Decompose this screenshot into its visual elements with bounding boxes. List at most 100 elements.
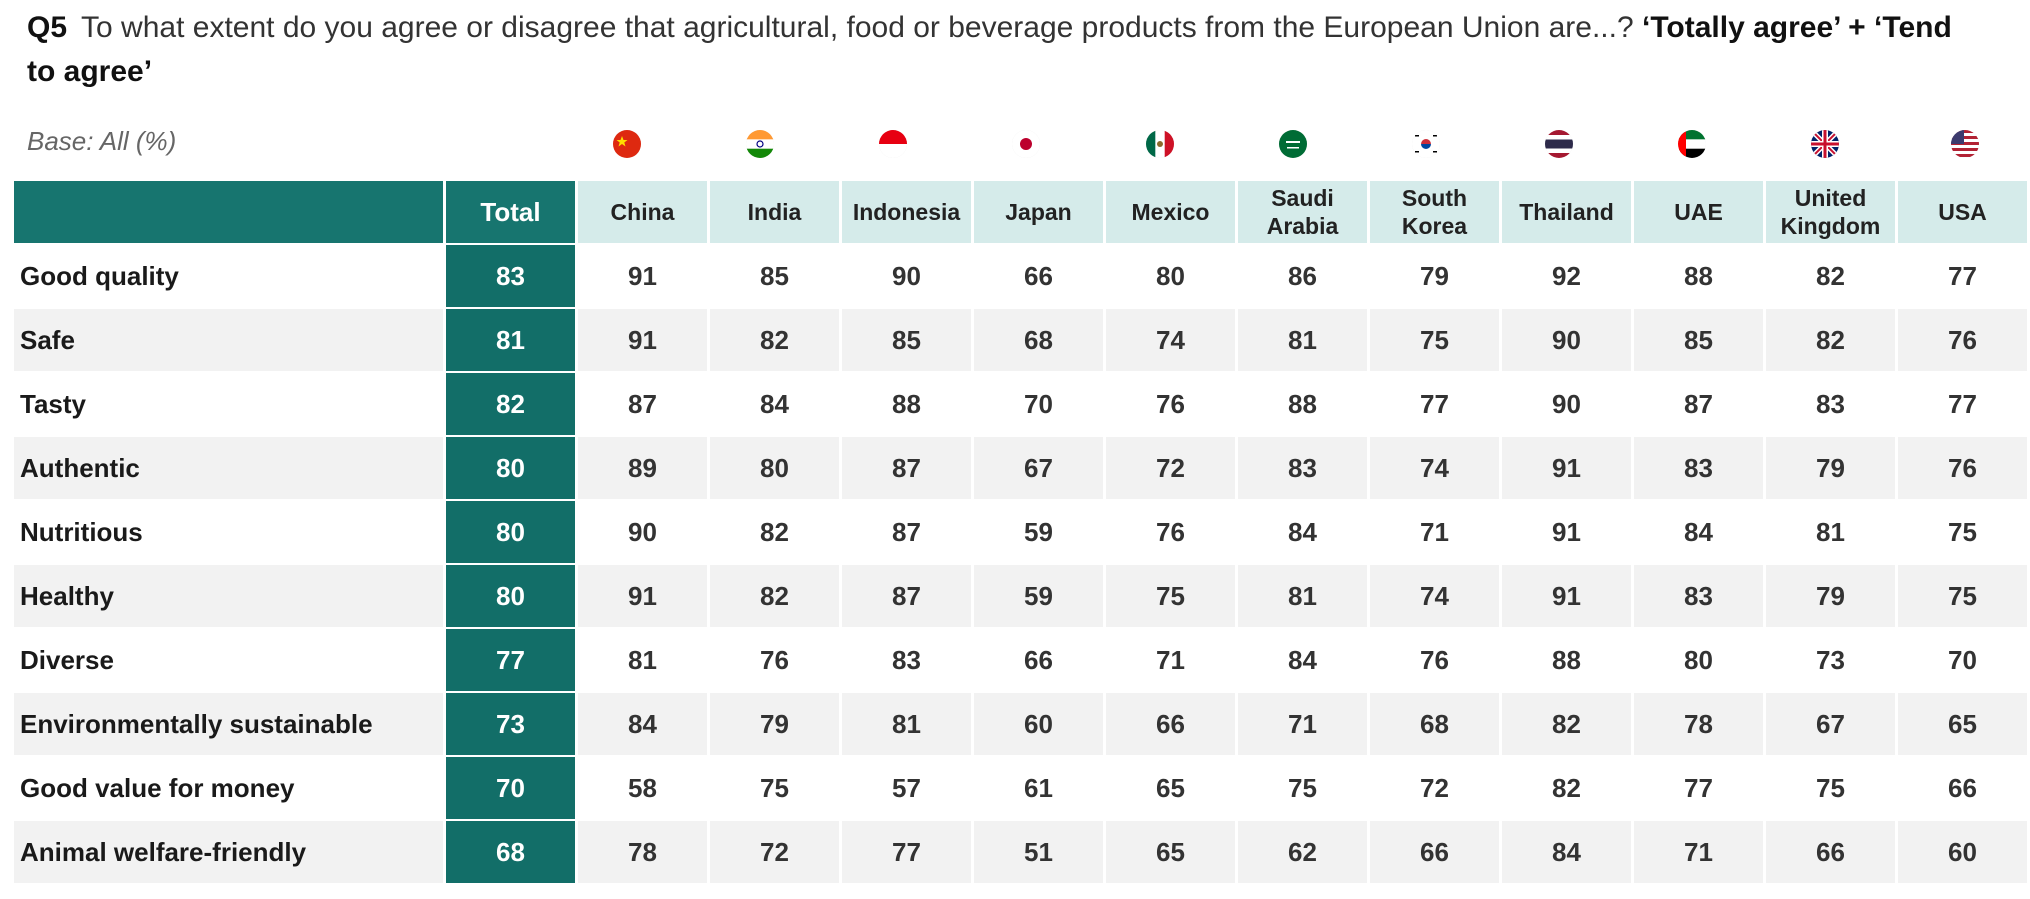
value-cell: 84	[1502, 821, 1631, 883]
value-cell: 72	[1106, 437, 1235, 499]
value-cell: 76	[760, 644, 789, 675]
column-header: South Korea	[1370, 181, 1499, 243]
column-header-line: China	[610, 199, 675, 225]
column-header-line: UAE	[1674, 199, 1723, 225]
value-cell: 90	[892, 260, 921, 291]
value-cell: 59	[974, 565, 1103, 627]
china-flag-icon	[613, 130, 641, 158]
column-header-line: Indonesia	[852, 199, 961, 225]
value-cell: 77	[842, 821, 971, 883]
value-cell: 82	[760, 516, 789, 547]
value-cell: 60	[1898, 821, 2027, 883]
value-cell: 65	[1898, 693, 2027, 755]
value-cell: 77	[1948, 260, 1977, 291]
value-cell: 81	[1816, 516, 1845, 547]
value-cell: 75	[1106, 565, 1235, 627]
value-cell: 84	[1684, 516, 1713, 547]
value-cell: 61	[1024, 772, 1053, 803]
value-cell: 72	[1420, 772, 1449, 803]
table-row: Diverse 77 81 76 83 66 71 84 76 88 80 73 70	[14, 629, 2027, 691]
value-cell: 74	[1370, 565, 1499, 627]
table-row: Nutritious 80 90 82 87 59 76 84 71 91 84 81 75	[14, 501, 2027, 563]
value-cell: 83	[1238, 437, 1367, 499]
row-label: Environmentally sustainable	[14, 693, 443, 755]
column-header: Saudi Arabia	[1238, 181, 1367, 243]
column-header: USA	[1898, 181, 2027, 243]
value-cell: 89	[578, 437, 707, 499]
value-cell: 91	[1502, 565, 1631, 627]
value-cell: 79	[1766, 437, 1895, 499]
value-cell: 83	[1816, 388, 1845, 419]
value-cell: 83	[1634, 565, 1763, 627]
value-cell: 74	[1370, 437, 1499, 499]
header-row: Total China India Indonesia Japan Mexico Saudi…	[14, 181, 2027, 243]
value-cell: 79	[710, 693, 839, 755]
value-cell: 82	[710, 309, 839, 371]
value-cell: 71	[1420, 516, 1449, 547]
column-header-line: USA	[1938, 199, 1987, 225]
value-cell: 88	[1288, 388, 1317, 419]
value-cell: 82	[1816, 260, 1845, 291]
value-cell: 78	[1634, 693, 1763, 755]
total-cell: 82	[446, 373, 575, 435]
row-label: Diverse	[20, 644, 114, 675]
header-corner	[14, 181, 443, 243]
mexico-flag-icon	[1146, 130, 1174, 158]
value-cell: 79	[1420, 260, 1449, 291]
table-row: Good value for money 70 58 75 57 61 65 75 72 82 77…	[14, 757, 2027, 819]
value-cell: 60	[974, 693, 1103, 755]
uae-flag-icon	[1678, 130, 1706, 158]
value-cell: 90	[628, 516, 657, 547]
row-label: Healthy	[14, 565, 443, 627]
value-cell: 85	[760, 260, 789, 291]
value-cell: 87	[892, 516, 921, 547]
value-cell: 88	[892, 388, 921, 419]
column-header-line: Mexico	[1131, 199, 1210, 225]
column-header-line: Japan	[1005, 199, 1072, 225]
value-cell: 85	[842, 309, 971, 371]
value-cell: 75	[1948, 516, 1977, 547]
value-cell: 87	[1684, 388, 1713, 419]
column-header: China	[578, 181, 707, 243]
total-cell: 68	[446, 821, 575, 883]
value-cell: 90	[1552, 388, 1581, 419]
base-label: Base: All (%)	[27, 126, 177, 156]
row-label: Animal welfare-friendly	[14, 821, 443, 883]
total-cell: 80	[446, 565, 575, 627]
value-cell: 88	[1684, 260, 1713, 291]
column-header-line: India	[747, 199, 802, 225]
value-cell: 73	[1816, 644, 1845, 675]
value-cell: 57	[892, 772, 921, 803]
value-cell: 91	[1502, 437, 1631, 499]
row-label: Authentic	[14, 437, 443, 499]
value-cell: 82	[1766, 309, 1895, 371]
value-cell: 86	[1288, 260, 1317, 291]
total-cell: 81	[446, 309, 575, 371]
column-header-line: United	[1794, 185, 1867, 211]
value-cell: 75	[1898, 565, 2027, 627]
table-row: Safe 81 91 82 85 68 74 81 75 90 85 82 76	[14, 309, 2027, 371]
value-cell: 68	[1370, 693, 1499, 755]
row-label: Nutritious	[20, 516, 143, 547]
value-cell: 78	[578, 821, 707, 883]
value-cell: 83	[892, 644, 921, 675]
value-cell: 87	[628, 388, 657, 419]
value-cell: 65	[1106, 821, 1235, 883]
column-header-line: Kingdom	[1780, 213, 1881, 239]
table-row: Tasty 82 87 84 88 70 76 88 77 90 87 83 77	[14, 373, 2027, 435]
value-cell: 77	[1420, 388, 1449, 419]
value-cell: 79	[1766, 565, 1895, 627]
value-cell: 76	[1156, 388, 1185, 419]
value-cell: 66	[1024, 644, 1053, 675]
table-row: Animal welfare-friendly 68 78 72 77 51 65 62 66 8…	[14, 821, 2027, 883]
value-cell: 84	[760, 388, 789, 419]
table-row: Environmentally sustainable 73 84 79 81 60 66 7…	[14, 693, 2027, 755]
south-korea-flag-icon	[1412, 130, 1440, 158]
column-header-line: Arabia	[1266, 213, 1339, 239]
flag-row	[0, 126, 2030, 166]
value-cell: 81	[628, 644, 657, 675]
column-header: UAE	[1634, 181, 1763, 243]
column-header-line: Saudi	[1271, 185, 1334, 211]
value-cell: 80	[1684, 644, 1713, 675]
column-header: Indonesia	[842, 181, 971, 243]
